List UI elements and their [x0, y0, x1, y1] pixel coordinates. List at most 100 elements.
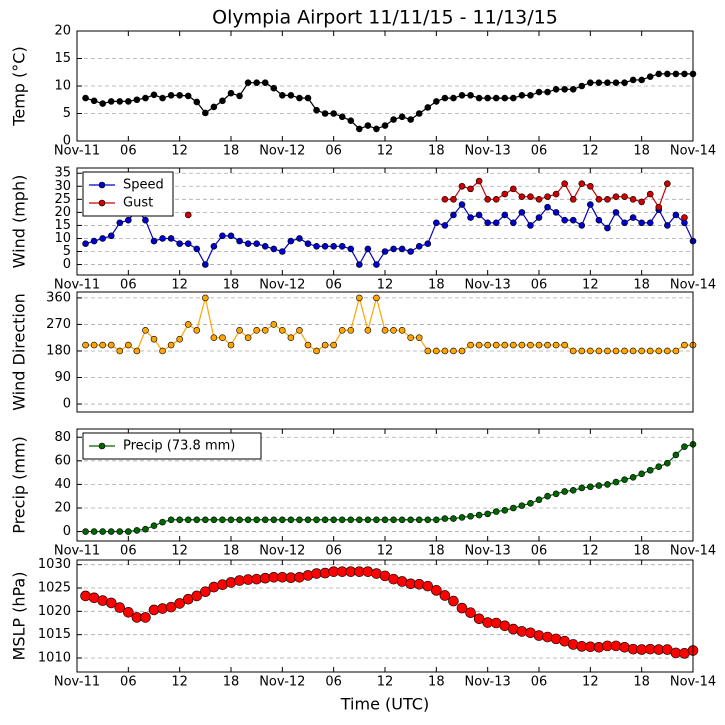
data-point	[595, 196, 603, 203]
data-point	[664, 459, 671, 467]
x-tick-label: 12	[171, 675, 188, 690]
data-point	[535, 341, 543, 349]
data-point	[612, 347, 620, 355]
data-point	[638, 470, 645, 478]
data-point	[80, 590, 91, 602]
x-tick-label: 18	[223, 144, 240, 159]
data-point	[176, 240, 183, 247]
data-point	[202, 294, 209, 302]
x-tick-label: 06	[325, 144, 342, 159]
data-point	[236, 516, 243, 524]
x-tick-label: Nov-12	[259, 144, 305, 159]
data-point	[492, 341, 500, 349]
data-point	[296, 516, 303, 524]
chart-title: Olympia Airport 11/11/15 - 11/13/15	[212, 7, 558, 29]
data-point	[424, 347, 432, 355]
data-point	[542, 631, 553, 643]
data-point	[398, 245, 406, 253]
data-point	[193, 516, 201, 524]
data-point	[184, 240, 192, 247]
data-point	[142, 94, 149, 102]
data-point	[450, 94, 457, 102]
data-point	[321, 341, 329, 349]
x-tick-label: 18	[223, 675, 240, 690]
data-point	[184, 516, 192, 524]
data-point	[561, 488, 568, 495]
data-point	[219, 97, 226, 105]
data-point	[433, 347, 440, 355]
x-tick-label: Nov-11	[54, 544, 100, 559]
x-tick-label: 18	[428, 278, 445, 293]
legend-label: Gust	[123, 196, 153, 211]
y-tick-label: 90	[54, 370, 71, 385]
y-tick-label: 15	[54, 51, 71, 66]
data-point	[578, 484, 586, 492]
x-tick-label: 12	[582, 544, 599, 559]
data-point	[484, 341, 491, 349]
data-point	[664, 347, 671, 355]
data-point	[638, 219, 645, 227]
data-point	[159, 94, 166, 102]
data-point	[475, 341, 483, 349]
data-point	[356, 261, 363, 268]
data-point	[82, 240, 89, 247]
data-point	[364, 245, 372, 253]
data-point	[441, 347, 449, 355]
x-tick-label: Nov-14	[670, 544, 716, 559]
data-point	[133, 347, 141, 355]
data-point	[415, 110, 423, 117]
legend: Speed Gust	[82, 171, 174, 217]
data-point	[681, 214, 688, 221]
data-point	[210, 103, 218, 111]
data-point	[629, 214, 637, 221]
data-point	[321, 110, 329, 117]
x-tick-label: 12	[171, 278, 188, 293]
y-tick-label: 0	[63, 257, 71, 272]
data-point	[236, 92, 243, 100]
y-axis-label: Wind Direction	[10, 293, 29, 411]
data-point	[578, 222, 586, 229]
data-point	[510, 94, 517, 102]
data-point	[569, 86, 577, 93]
data-point	[193, 245, 201, 253]
data-point	[381, 248, 389, 255]
y-tick-label: 80	[54, 430, 71, 445]
data-point	[518, 209, 526, 216]
data-point	[612, 209, 620, 216]
data-point	[287, 516, 295, 524]
data-point	[527, 92, 534, 99]
data-point	[422, 580, 434, 592]
data-point	[253, 516, 260, 524]
data-point	[202, 261, 209, 268]
data-point	[439, 590, 451, 601]
data-point	[82, 528, 89, 535]
x-tick-label: Nov-13	[465, 278, 511, 293]
data-point	[587, 182, 594, 190]
y-axis-label: MSLP (hPa)	[10, 572, 29, 661]
x-tick-label: 06	[325, 544, 342, 559]
data-point	[501, 341, 509, 349]
data-point	[655, 347, 663, 355]
data-point	[347, 117, 355, 124]
legend-marker	[98, 181, 106, 189]
legend: Precip (73.8 mm)	[82, 432, 262, 460]
data-point	[535, 88, 543, 96]
data-point	[467, 341, 474, 349]
data-point	[253, 327, 260, 334]
data-point	[612, 79, 620, 86]
data-point	[501, 507, 509, 514]
data-point	[364, 122, 372, 129]
x-tick-label: 12	[171, 144, 188, 159]
data-point	[116, 528, 124, 535]
x-tick-label: Nov-13	[465, 544, 511, 559]
data-point	[347, 327, 355, 334]
data-point	[510, 219, 517, 227]
data-point	[142, 525, 149, 533]
x-tick-label: 12	[377, 675, 394, 690]
y-tick-label: 35	[54, 166, 71, 181]
data-point	[450, 515, 457, 522]
plot-frame	[76, 291, 694, 413]
data-point	[125, 98, 132, 105]
data-point	[107, 341, 115, 349]
data-point	[176, 92, 183, 99]
